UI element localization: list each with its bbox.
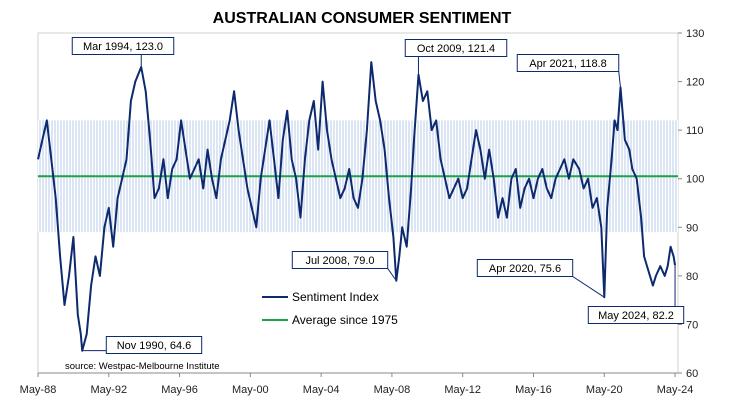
annotation-callout: Apr 2020, 75.6	[476, 259, 605, 298]
y-tick-label: 60	[686, 368, 698, 380]
source-note: source: Westpac-Melbourne Institute	[65, 361, 220, 372]
annotation-label: Apr 2021, 118.8	[529, 58, 606, 70]
y-axis: 60 70 80 90 100 110 120 130	[678, 28, 704, 380]
annotation-box	[105, 336, 203, 354]
chart-title: AUSTRALIAN CONSUMER SENTIMENT	[213, 10, 512, 27]
x-tick-label: May-04	[303, 384, 340, 396]
x-tick-label: May-92	[90, 384, 127, 396]
legend-label: Sentiment Index	[292, 290, 379, 304]
y-tick-label: 110	[686, 125, 704, 137]
legend-label: Average since 1975	[292, 313, 398, 327]
annotation-leader	[572, 276, 605, 298]
annotation-box	[404, 39, 508, 57]
annotation-box	[71, 37, 175, 55]
x-tick-label: May-00	[232, 384, 269, 396]
x-tick-label: May-88	[20, 384, 57, 396]
annotations: Mar 1994, 123.0 Nov 1990, 64.6 Oct 2009, 1…	[71, 37, 685, 354]
legend: Sentiment Index Average since 1975	[262, 290, 398, 327]
series-layer	[37, 61, 676, 352]
y-tick-label: 90	[686, 222, 698, 234]
y-tick-label: 80	[686, 271, 698, 283]
legend-item: Average since 1975	[262, 313, 398, 327]
annotation-box	[516, 54, 620, 72]
annotation-label: Apr 2020, 75.6	[489, 263, 561, 275]
y-tick-label: 100	[686, 174, 704, 186]
annotation-label: Mar 1994, 123.0	[83, 41, 163, 53]
x-tick-label: May-20	[586, 384, 623, 396]
annotation-leader	[618, 71, 621, 88]
annotation-box	[587, 306, 685, 324]
annotation-callout: Mar 1994, 123.0	[71, 37, 175, 67]
sentiment-index-line	[37, 61, 676, 352]
annotation-box	[476, 259, 574, 277]
annotation-callout: Nov 1990, 64.6	[82, 336, 203, 354]
annotation-label: Oct 2009, 121.4	[417, 43, 495, 55]
annotation-callout: Apr 2021, 118.8	[516, 54, 621, 88]
x-tick-label: May-16	[515, 384, 552, 396]
x-tick-label: May-24	[657, 384, 694, 396]
annotation-label: May 2024, 82.2	[598, 310, 674, 322]
annotation-leader	[387, 268, 397, 282]
annotation-callout: May 2024, 82.2	[587, 265, 685, 324]
x-tick-label: May-08	[374, 384, 411, 396]
y-tick-label: 70	[686, 319, 698, 331]
annotation-label: Nov 1990, 64.6	[117, 340, 192, 352]
annotation-callout: Jul 2008, 79.0	[291, 251, 397, 282]
x-axis: May-88 May-92 May-96 May-00 May-04 May-08 May-…	[20, 372, 694, 396]
annotation-box	[291, 251, 389, 269]
x-tick-label: May-96	[161, 384, 198, 396]
annotation-callout: Oct 2009, 121.4	[404, 39, 508, 75]
y-tick-label: 130	[686, 28, 704, 40]
x-tick-label: May-12	[444, 384, 481, 396]
y-tick-label: 120	[686, 77, 704, 89]
annotation-label: Jul 2008, 79.0	[305, 255, 374, 267]
legend-item: Sentiment Index	[262, 290, 379, 304]
